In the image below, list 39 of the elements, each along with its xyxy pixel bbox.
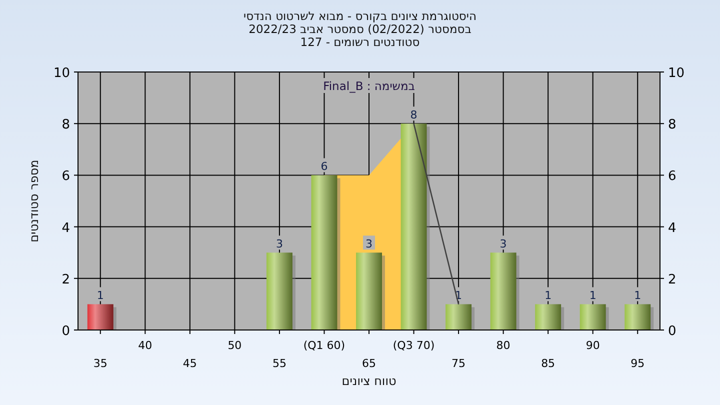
x-axis-title: טווח ציונים xyxy=(342,374,396,388)
y2-tick-label: 10 xyxy=(668,66,685,81)
data-label: 3 xyxy=(366,238,372,251)
data-label: 1 xyxy=(544,289,552,302)
y-tick-label: 6 xyxy=(62,169,70,184)
y-tick-label: 8 xyxy=(62,118,70,133)
x-tick-label: 90 xyxy=(586,339,600,352)
data-label: 6 xyxy=(320,160,328,174)
y-tick-label: 0 xyxy=(62,324,70,339)
x-tick-label: 50 xyxy=(228,339,242,352)
y2-tick-label: 8 xyxy=(668,118,676,133)
y2-tick-label: 6 xyxy=(668,169,676,184)
data-label: 1 xyxy=(96,289,104,302)
y2-tick-label: 2 xyxy=(668,272,676,288)
chart-title: היסטוגרמת ציונים בקורס - מבוא לשרטוט הנדסי xyxy=(244,9,476,23)
y-tick-label: 10 xyxy=(53,66,70,81)
x-tick-label: 80 xyxy=(496,339,510,352)
x-tick-label: 45 xyxy=(182,357,197,370)
x-tick-label: 75 xyxy=(452,357,466,370)
annotation: במשימה : Final_B xyxy=(323,79,416,93)
y2-tick-label: 4 xyxy=(668,220,676,236)
data-label: 8 xyxy=(410,108,418,122)
x-tick-label: 65 xyxy=(362,357,376,370)
data-label: 3 xyxy=(500,238,507,251)
x-tick-label: 55 xyxy=(272,357,286,370)
x-tick-label: 85 xyxy=(541,357,556,370)
y2-tick-label: 0 xyxy=(668,324,676,339)
data-label: 3 xyxy=(276,238,283,251)
y-tick-label: 2 xyxy=(62,272,70,288)
x-tick-label: (Q1 60) xyxy=(303,339,346,352)
y-axis-title: מספר סטודנטים xyxy=(27,160,41,242)
x-tick-label: 95 xyxy=(630,357,645,370)
x-tick-label: 40 xyxy=(138,339,152,352)
data-label: 1 xyxy=(634,289,642,302)
y-tick-label: 4 xyxy=(62,220,70,236)
x-tick-label: 35 xyxy=(93,357,108,370)
x-tick-label: (Q3 70) xyxy=(392,339,435,352)
data-label: 1 xyxy=(589,289,596,302)
chart-subtitle: בסמסטר (02/2022) סמסטר אביב 2022/23 סטודנטים רשומים - 127 xyxy=(248,22,472,49)
